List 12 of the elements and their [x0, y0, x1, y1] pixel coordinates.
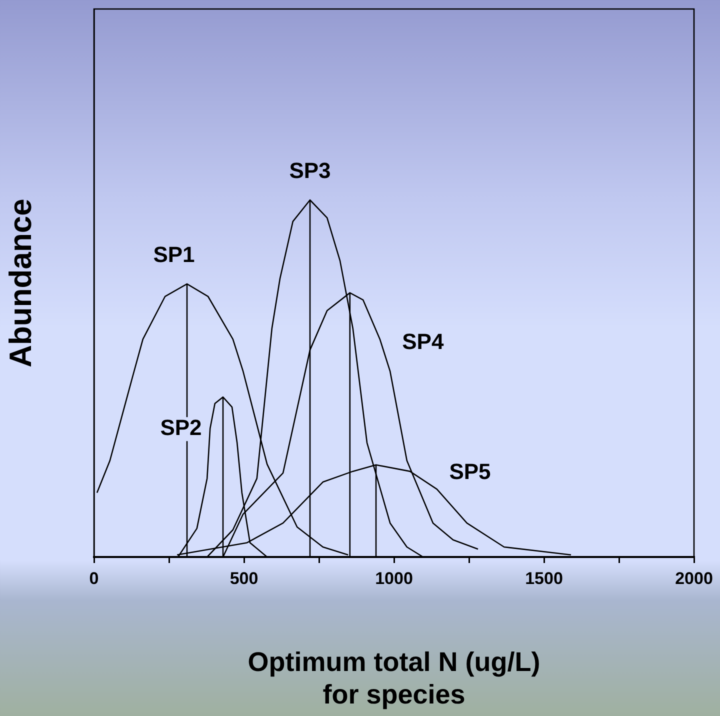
- x-axis-title: Optimum total N (ug/L) for species: [248, 646, 540, 710]
- x-tick-label: 1500: [525, 568, 563, 588]
- x-tick-label: 1000: [375, 568, 413, 588]
- x-tick-label: 2000: [675, 568, 713, 588]
- y-axis-title: Abundance: [3, 198, 38, 368]
- series-label: SP2: [160, 415, 202, 440]
- x-tick-label: 500: [230, 568, 258, 588]
- series-label: SP4: [402, 328, 444, 354]
- series-label: SP1: [153, 242, 195, 267]
- series-label: SP5: [449, 458, 491, 484]
- x-tick-label: 0: [89, 568, 99, 588]
- series-label: SP3: [289, 158, 331, 184]
